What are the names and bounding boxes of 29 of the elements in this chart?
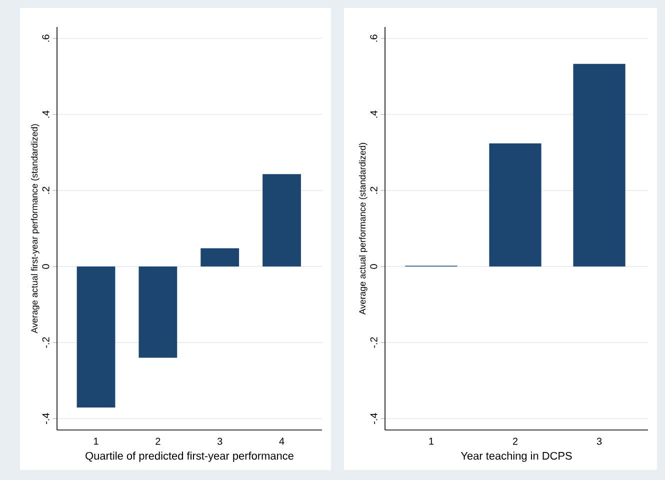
y-tick-label: .2	[42, 186, 50, 194]
y-tick-label: .4	[370, 110, 378, 118]
bar	[138, 266, 178, 358]
x-tick-label: 1	[429, 438, 434, 445]
bar	[76, 266, 116, 408]
x-tick-label: 4	[279, 438, 284, 445]
x-tick-label: 1	[94, 438, 98, 445]
y-tick-label: -.4	[42, 413, 50, 424]
x-axis-title: Quartile of predicted first-year performance	[86, 452, 294, 462]
y-tick-label: .6	[370, 34, 378, 42]
y-tick-label: .2	[370, 186, 378, 194]
x-tick-label: 3	[596, 438, 602, 445]
y-tick-label: 0	[370, 264, 378, 269]
bar	[262, 174, 301, 266]
bar	[200, 248, 240, 266]
bar	[489, 143, 542, 266]
y-tick-label: -.2	[370, 337, 378, 348]
y-tick-label: -.4	[370, 413, 378, 424]
x-axis-title: Year teaching in DCPS	[460, 452, 572, 462]
y-axis-title: Average actual performance (standardized)	[358, 142, 368, 315]
y-tick-label: .6	[42, 34, 50, 42]
x-tick-label: 3	[217, 438, 222, 445]
y-tick-label: 0	[42, 264, 50, 269]
y-axis-title: Average actual first-year performance (standardized)	[30, 124, 40, 334]
x-tick-label: 2	[512, 438, 518, 445]
y-tick-label: .4	[42, 110, 50, 118]
y-tick-label: -.2	[42, 337, 50, 348]
bar	[573, 64, 626, 266]
x-tick-label: 2	[156, 438, 160, 445]
